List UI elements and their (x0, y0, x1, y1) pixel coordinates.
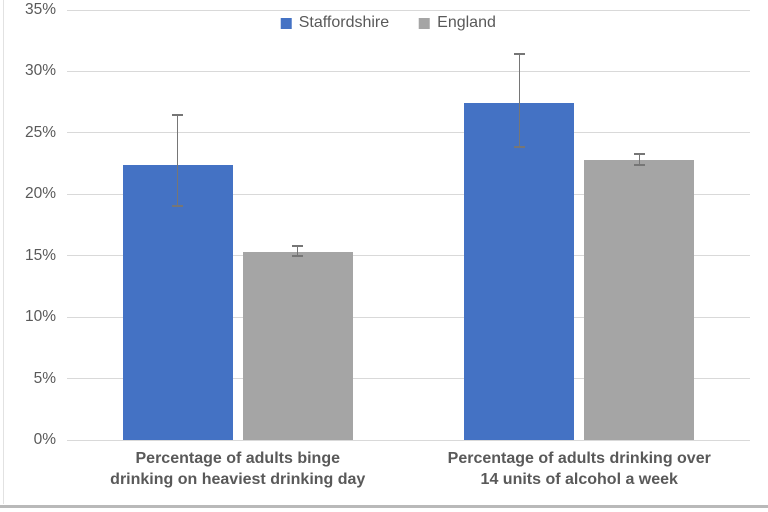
error-bar-cap-bottom (633, 164, 645, 166)
legend-item-england: England (419, 14, 496, 32)
y-tick-label-15: 15% (24, 246, 56, 264)
error-bar-cap-bottom (292, 254, 304, 257)
gridline-30 (67, 70, 750, 72)
error-bar-line (638, 152, 640, 166)
error-bar-england-0 (292, 244, 304, 257)
gridline-0 (67, 439, 750, 441)
y-axis: 0% 5% 10% 15% 20% 25% 30% 35% (0, 1, 56, 448)
y-tick-label-25: 25% (24, 123, 56, 141)
error-bar-staffordshire-0 (172, 114, 184, 207)
chart-legend: Staffordshire England (280, 14, 496, 32)
error-bar-cap-top (292, 244, 304, 247)
y-tick-label-35: 35% (24, 1, 56, 18)
page-bottom-edge-line (0, 505, 768, 508)
error-bar-cap-top (172, 114, 184, 117)
y-tick-label-10: 10% (24, 308, 56, 326)
legend-label: Staffordshire (298, 14, 390, 31)
legend-label: England (437, 14, 496, 31)
error-bar-line (297, 244, 299, 257)
y-tick-label-0: 0% (33, 431, 56, 448)
gridline-25 (67, 132, 750, 134)
gridline-5 (67, 378, 750, 380)
error-bar-staffordshire-1 (513, 53, 525, 148)
gridline-35 (67, 9, 750, 11)
plot-area (67, 9, 750, 441)
bar-staffordshire-0 (122, 164, 233, 440)
page-left-edge-line (3, 0, 4, 504)
legend-swatch-icon (280, 17, 292, 29)
y-tick-label-5: 5% (33, 369, 56, 387)
gridline-15 (67, 255, 750, 257)
x-category-label-1: Percentage of adults drinking over 14 un… (447, 450, 711, 488)
bar-staffordshire-1 (464, 103, 575, 440)
y-tick-label-30: 30% (24, 62, 56, 80)
x-axis: Percentage of adults binge drinking on h… (67, 448, 750, 498)
x-category-label-0: Percentage of adults binge drinking on h… (110, 450, 366, 488)
bar-england-1 (584, 159, 695, 440)
error-bar-england-1 (633, 152, 645, 166)
error-bar-line (177, 114, 179, 207)
gridline-20 (67, 193, 750, 195)
error-bar-cap-bottom (513, 145, 525, 148)
error-bar-cap-top (513, 53, 525, 55)
error-bar-cap-bottom (172, 204, 184, 207)
error-bar-line (518, 53, 520, 148)
legend-item-staffordshire: Staffordshire (280, 14, 390, 32)
bar-england-0 (242, 252, 353, 440)
y-tick-label-20: 20% (24, 185, 56, 203)
gridline-10 (67, 316, 750, 318)
error-bar-cap-top (633, 152, 645, 155)
legend-swatch-icon (419, 17, 431, 29)
